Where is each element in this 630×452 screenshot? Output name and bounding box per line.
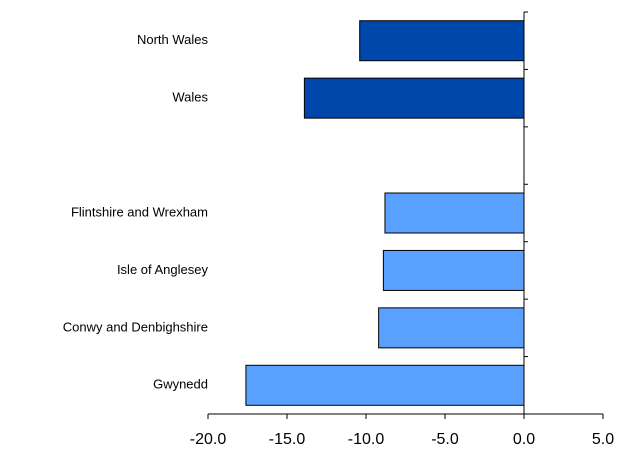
y-tick-label: Isle of Anglesey (117, 262, 209, 277)
x-tick-label: -5.0 (431, 431, 459, 448)
bar (303, 77, 525, 119)
y-tick-label: Flintshire and Wrexham (71, 204, 208, 219)
bar (245, 364, 525, 406)
x-tick-label: -10.0 (348, 431, 385, 448)
y-tick-label: Wales (172, 90, 208, 105)
bar (378, 307, 525, 349)
x-tick-label: 5.0 (592, 431, 614, 448)
x-tick-label: 0.0 (513, 431, 535, 448)
bar (359, 20, 525, 62)
bar (384, 192, 525, 234)
y-tick-label: Gwynedd (153, 377, 208, 392)
y-tick-label: North Wales (137, 32, 209, 47)
y-tick-label: Conwy and Denbighshire (63, 319, 208, 334)
x-tick-label: -20.0 (190, 431, 227, 448)
x-tick-label: -15.0 (269, 431, 306, 448)
bar (382, 249, 525, 291)
